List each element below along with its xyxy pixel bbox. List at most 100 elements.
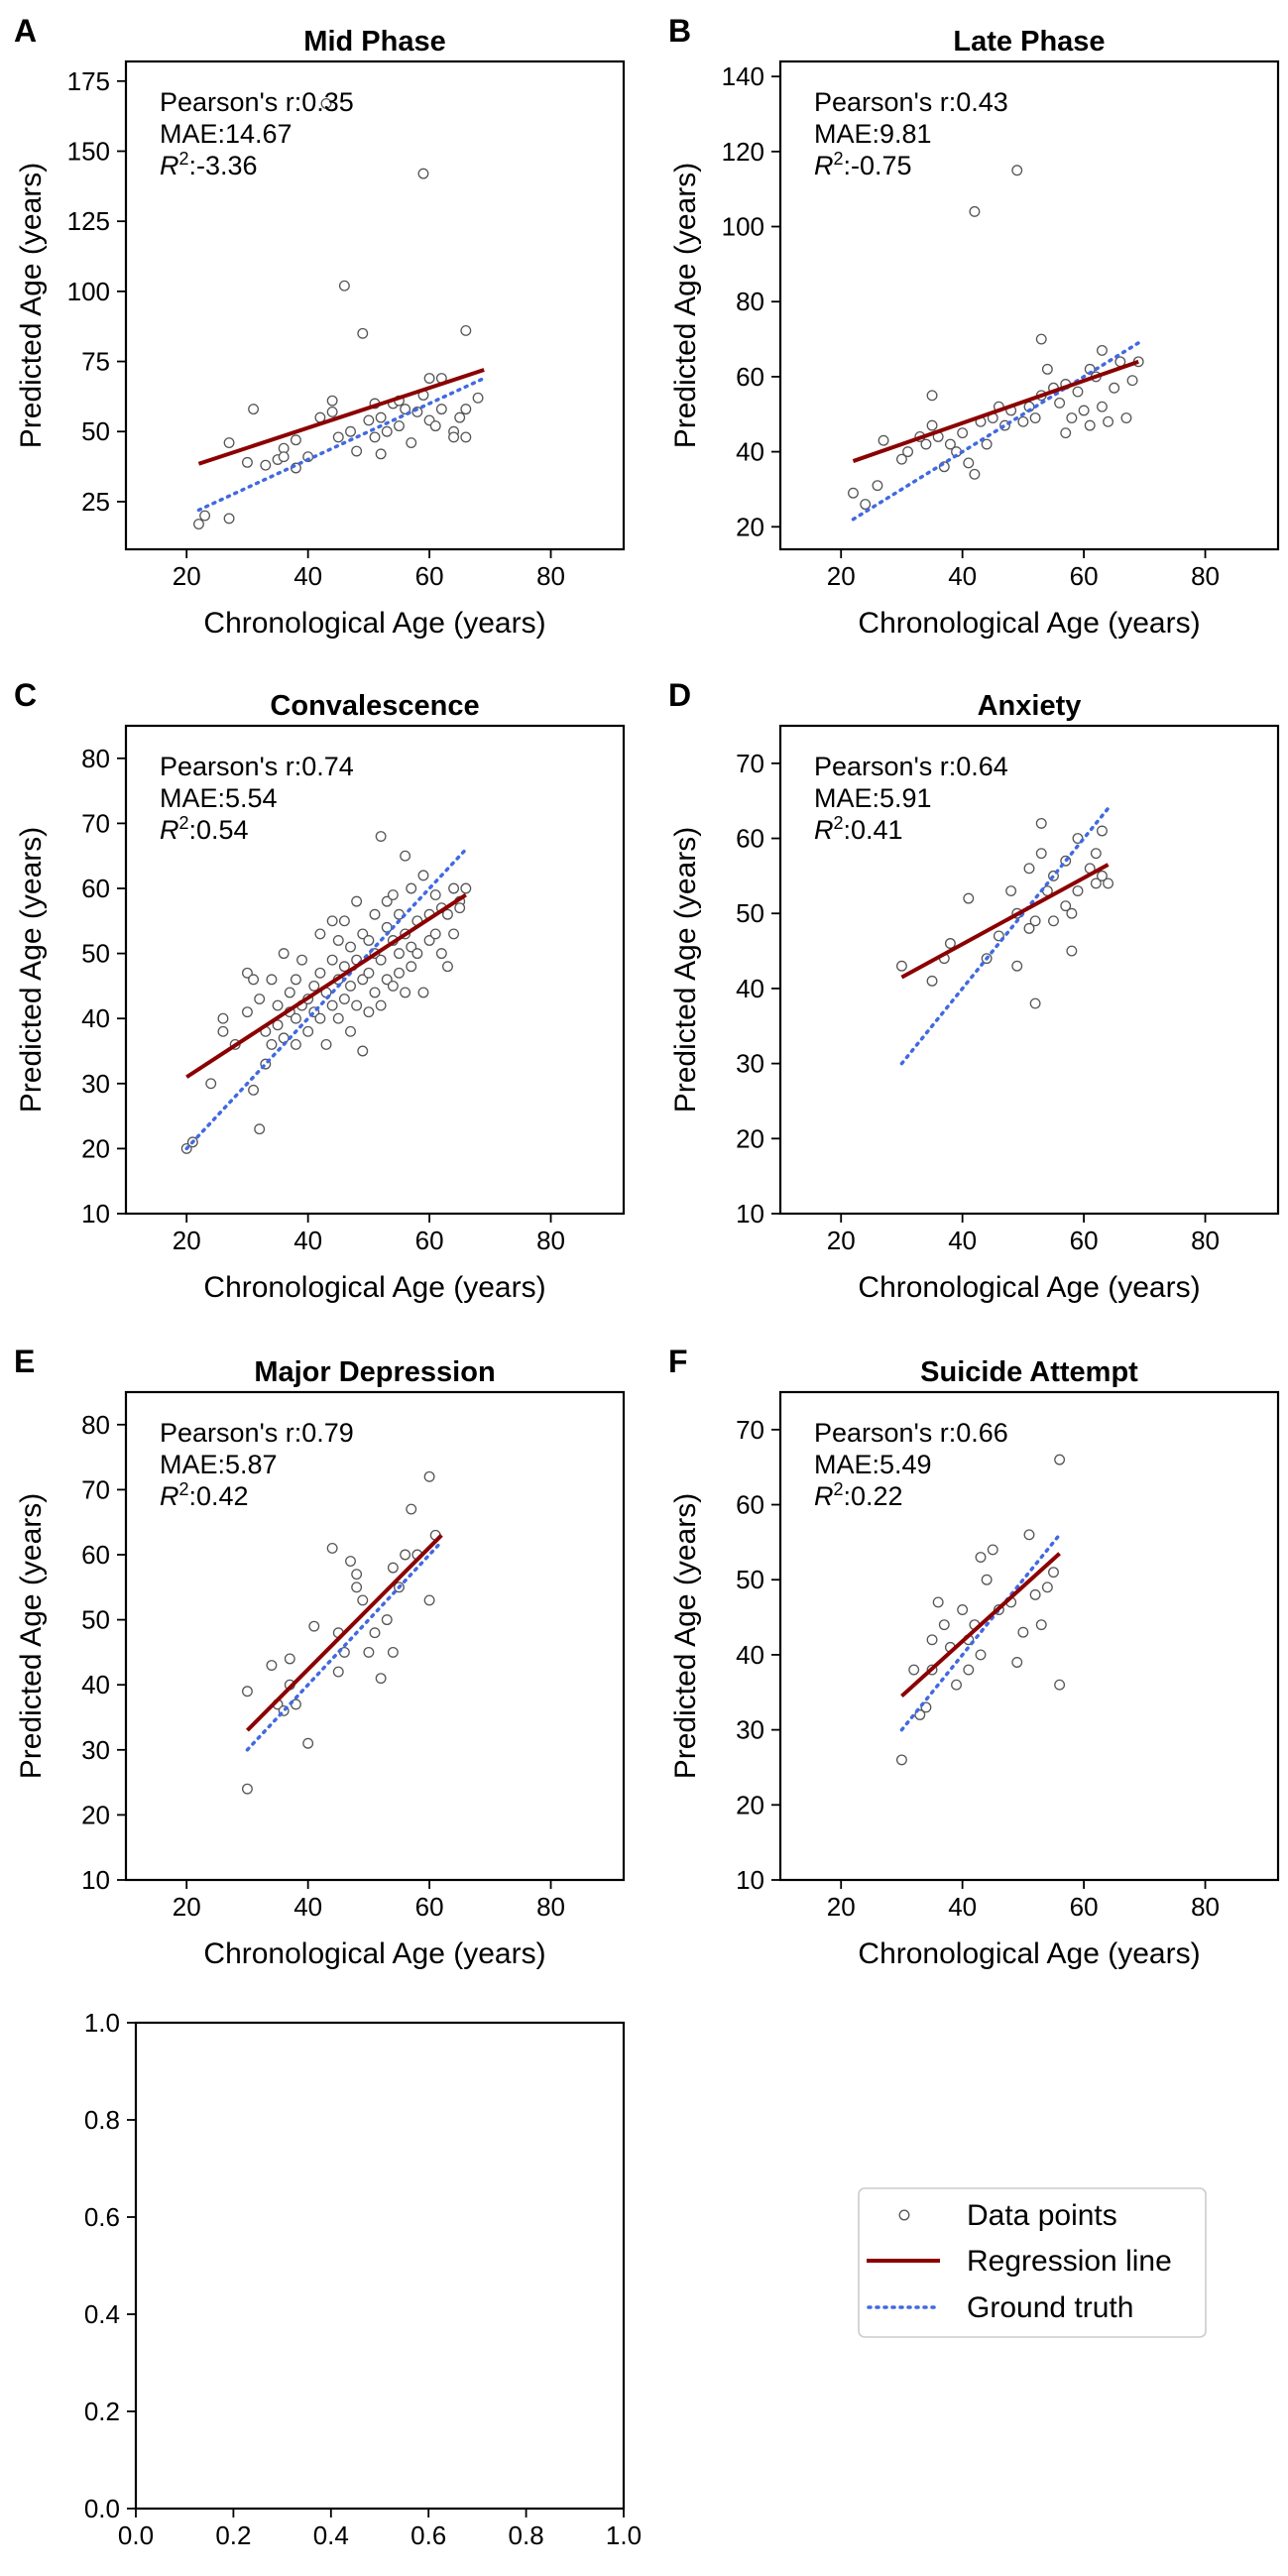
x-tick-label: 60 (415, 1226, 444, 1255)
plot-area (895, 806, 1114, 1066)
plot-area (193, 97, 486, 530)
x-axis-label: Chronological Age (years) (858, 1271, 1200, 1304)
y-tick-label: 10 (81, 1865, 110, 1895)
panel-letter: E (14, 1344, 35, 1379)
x-axis-label: Chronological Age (years) (203, 607, 545, 640)
legend-entry-ground-truth: Ground truth (867, 2291, 1133, 2324)
x-tick-label: 80 (1191, 561, 1220, 591)
data-point (387, 1562, 399, 1574)
data-point (987, 1544, 998, 1556)
y-tick-label: 70 (81, 1474, 110, 1504)
y-axis-label: Predicted Age (years) (15, 827, 48, 1112)
data-point (1029, 915, 1041, 927)
data-point (1017, 415, 1029, 427)
stat-annotation: MAE:14.67 (160, 119, 293, 149)
data-point (872, 480, 883, 492)
data-point (429, 889, 441, 901)
chart-title: Convalescence (270, 690, 479, 722)
data-point (205, 1078, 217, 1090)
data-point (351, 999, 363, 1011)
x-tick-label: 20 (827, 1226, 856, 1255)
data-point (375, 831, 387, 842)
x-tick-label: 80 (536, 561, 565, 591)
data-point (363, 935, 375, 946)
data-point (363, 1646, 375, 1658)
data-point (1035, 333, 1047, 345)
data-point (926, 975, 938, 987)
data-point (435, 948, 447, 960)
data-point (375, 1673, 387, 1685)
data-point (394, 948, 405, 960)
y-tick-label: 30 (736, 1049, 764, 1079)
x-tick-label: 80 (536, 1892, 565, 1922)
stat-annotation: Pearson's r:0.43 (814, 87, 1008, 117)
stat-annotation: Pearson's r:0.35 (160, 87, 354, 117)
y-tick-label: 50 (81, 416, 110, 446)
data-point (260, 459, 272, 471)
y-tick-label: 80 (81, 744, 110, 773)
data-point (895, 960, 907, 972)
data-point (1011, 165, 1023, 176)
x-tick-label: 40 (293, 1226, 322, 1255)
legend-marker-point (898, 2209, 910, 2221)
data-point (969, 205, 981, 217)
y-tick-label: 100 (67, 277, 110, 306)
axes-frame (124, 1390, 626, 1882)
data-point (381, 974, 393, 986)
y-tick-label: 20 (736, 1790, 764, 1819)
data-point (248, 404, 260, 415)
data-point (938, 1619, 950, 1631)
y-tick-label: 20 (81, 1800, 110, 1829)
data-point (454, 902, 466, 914)
stat-annotation: Pearson's r:0.66 (814, 1418, 1008, 1448)
data-point (963, 1664, 975, 1676)
y-tick-label: 10 (736, 1199, 764, 1229)
chart-title: Anxiety (978, 690, 1082, 722)
data-point (326, 395, 338, 407)
x-tick-label: 40 (948, 1226, 977, 1255)
x-tick-label: 40 (948, 561, 977, 591)
data-point (435, 404, 447, 415)
data-point (429, 928, 441, 940)
data-point (351, 895, 363, 907)
data-point (1066, 945, 1078, 957)
data-point (1103, 415, 1114, 427)
data-point (363, 1006, 375, 1018)
data-point (1090, 878, 1102, 889)
plot-area (895, 1454, 1066, 1766)
x-tick-label: 60 (415, 1892, 444, 1922)
y-tick-label: 10 (81, 1199, 110, 1229)
data-point (1048, 915, 1059, 927)
data-point (1054, 1454, 1066, 1465)
x-tick-label: 80 (536, 1226, 565, 1255)
data-point (332, 1012, 344, 1024)
stat-annotation: Pearson's r:0.79 (160, 1418, 354, 1448)
data-point (381, 425, 393, 437)
x-tick-label: 0.4 (313, 2520, 349, 2550)
legend-box (858, 2187, 1207, 2338)
data-point (926, 390, 938, 402)
stat-annotation: MAE:5.49 (814, 1450, 932, 1479)
y-tick-label: 70 (736, 1415, 764, 1445)
data-point (357, 928, 369, 940)
y-tick-label: 70 (736, 749, 764, 778)
data-point (326, 954, 338, 966)
y-axis-label: Predicted Age (years) (15, 1493, 48, 1779)
panel-letter: B (668, 13, 691, 49)
data-point (326, 915, 338, 927)
chart-panel-f: 20 40 60 80 10 20 30 40 50 60 70 Suicide Attempt F Ch… (668, 1344, 1280, 1970)
y-tick-label: 0.2 (84, 2397, 120, 2426)
data-point (1066, 412, 1078, 423)
y-tick-label: 40 (736, 974, 764, 1003)
data-point (308, 980, 320, 992)
data-point (1097, 825, 1108, 837)
data-point (448, 431, 460, 443)
data-point (406, 882, 417, 894)
y-tick-label: 175 (67, 66, 110, 96)
data-point (217, 1012, 229, 1024)
stat-annotation: R2:-0.75 (814, 149, 912, 180)
legend-entry-data-points: Data points (898, 2199, 1117, 2232)
data-point (351, 1569, 363, 1581)
data-point (314, 967, 326, 979)
